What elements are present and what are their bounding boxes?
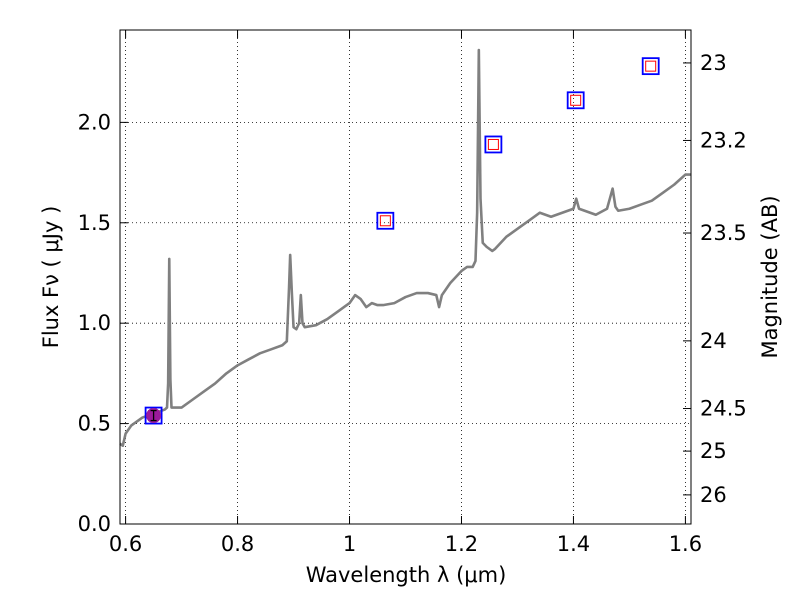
y2-tick-label: 23.2 <box>700 128 747 152</box>
plot-frame <box>119 29 692 525</box>
x-tick-label: 1.2 <box>445 532 478 556</box>
photometry-marker-outer <box>484 135 503 154</box>
y2-tick-label: 24.5 <box>700 397 747 421</box>
y-tick-label: 1.5 <box>78 211 111 235</box>
photometry-marker-outer <box>376 211 395 230</box>
grid-layer <box>120 30 691 525</box>
photometry-marker-inner <box>570 94 582 106</box>
y-tick-label: 2.0 <box>78 110 111 134</box>
y2-tick-label: 23 <box>700 51 727 75</box>
y2-tick-label: 23.5 <box>700 221 747 245</box>
x-tick-label: 0.8 <box>221 532 254 556</box>
y-axis-label: Flux Fν ( μJy ) <box>39 206 63 349</box>
x-tick-label: 0.6 <box>109 532 142 556</box>
photometry-marker-inner <box>487 138 499 150</box>
y2-tick-label: 24 <box>700 329 727 353</box>
x-tick-label: 1 <box>343 532 356 556</box>
ticks-layer: 0.6 0.8 1 1.2 1.4 1.6 0.0 0.5 1.0 1.5 2.0 23 23.2 23.… <box>78 30 747 556</box>
data-layer <box>119 48 691 447</box>
y2-tick-label: 25 <box>700 439 727 463</box>
x-axis-label: Wavelength λ (μm) <box>306 563 507 587</box>
photometry-marker-outer <box>641 57 660 76</box>
x-tick-label: 1.6 <box>669 532 702 556</box>
spectrum-line <box>119 48 691 447</box>
x-tick-label: 1.4 <box>557 532 590 556</box>
photometry-marker-outer <box>144 406 163 425</box>
y2-axis-label: Magnitude (AB) <box>758 195 782 358</box>
y-tick-label: 0.5 <box>78 412 111 436</box>
y2-tick-label: 26 <box>700 483 727 507</box>
y-tick-label: 1.0 <box>78 311 111 335</box>
y-tick-label: 0.0 <box>78 512 111 536</box>
photometry-marker-inner <box>645 60 657 72</box>
photometry-marker-outer <box>566 91 585 110</box>
photometry-marker-inner <box>379 215 391 227</box>
